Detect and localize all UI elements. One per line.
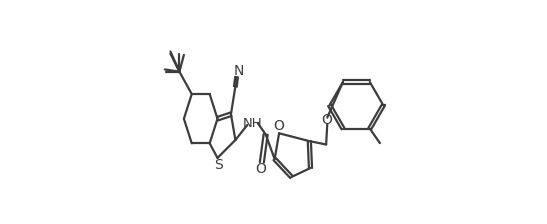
Text: O: O	[255, 162, 266, 176]
Text: O: O	[274, 119, 284, 133]
Text: S: S	[214, 158, 223, 172]
Text: O: O	[322, 113, 332, 127]
Text: NH: NH	[242, 117, 262, 130]
Text: N: N	[234, 64, 244, 78]
